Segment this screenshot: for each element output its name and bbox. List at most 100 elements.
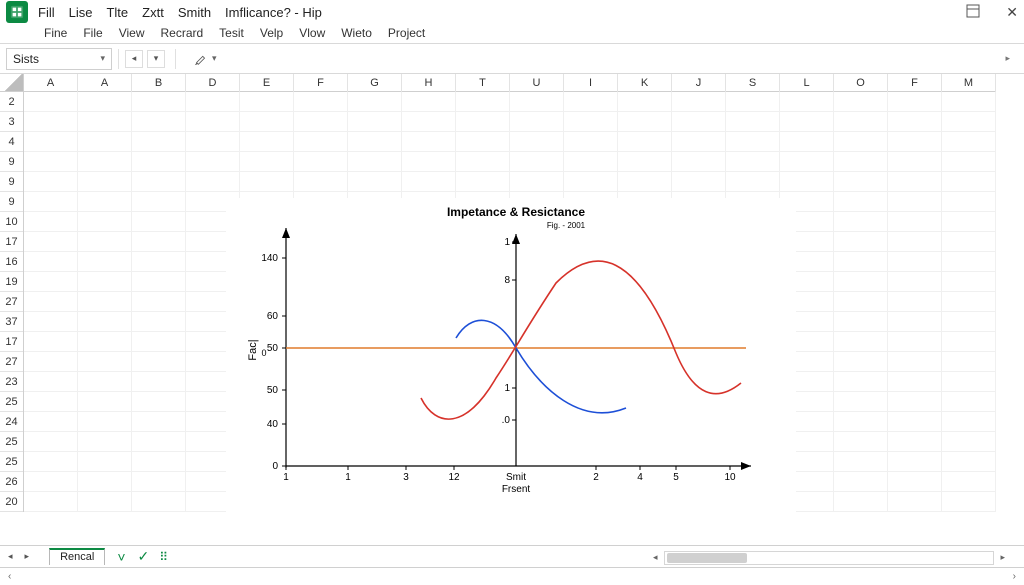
cell[interactable]: [834, 92, 888, 112]
cell[interactable]: [834, 412, 888, 432]
cell[interactable]: [726, 92, 780, 112]
cell[interactable]: [240, 172, 294, 192]
cell[interactable]: [510, 172, 564, 192]
cell[interactable]: [132, 312, 186, 332]
cell[interactable]: [132, 152, 186, 172]
cell[interactable]: [132, 172, 186, 192]
row-header[interactable]: 4: [0, 132, 23, 152]
cell[interactable]: [780, 112, 834, 132]
format-painter-icon[interactable]: ▾: [194, 52, 217, 66]
menu-item[interactable]: Recrard: [160, 26, 203, 40]
cell[interactable]: [942, 452, 996, 472]
app-icon[interactable]: [6, 1, 28, 23]
cell[interactable]: [24, 352, 78, 372]
column-header[interactable]: J: [672, 74, 726, 92]
add-sheet-icon[interactable]: ✓: [138, 548, 150, 565]
row-header[interactable]: 9: [0, 192, 23, 212]
ribbon-toggle-icon[interactable]: [966, 4, 980, 21]
cell[interactable]: [942, 392, 996, 412]
cell[interactable]: [942, 412, 996, 432]
cell[interactable]: [834, 432, 888, 452]
cell[interactable]: [186, 132, 240, 152]
name-box[interactable]: Sists ▾: [6, 48, 112, 70]
cell[interactable]: [618, 92, 672, 112]
column-header[interactable]: U: [510, 74, 564, 92]
cell[interactable]: [834, 492, 888, 512]
cell[interactable]: [132, 112, 186, 132]
cell[interactable]: [24, 232, 78, 252]
cell[interactable]: [78, 492, 132, 512]
cell[interactable]: [888, 112, 942, 132]
menu-item[interactable]: View: [119, 26, 145, 40]
row-header[interactable]: 20: [0, 492, 23, 512]
cell[interactable]: [456, 112, 510, 132]
cell[interactable]: [780, 172, 834, 192]
cell[interactable]: [942, 252, 996, 272]
cell[interactable]: [888, 472, 942, 492]
cell[interactable]: [456, 152, 510, 172]
cell[interactable]: [834, 312, 888, 332]
cell[interactable]: [888, 312, 942, 332]
row-header[interactable]: 27: [0, 292, 23, 312]
title-tab[interactable]: Fill: [38, 5, 55, 20]
cell[interactable]: [348, 92, 402, 112]
chart-object[interactable]: Impetance & Resictance Fig. - 2001 14060…: [226, 198, 796, 518]
cell[interactable]: [780, 152, 834, 172]
cell[interactable]: [78, 152, 132, 172]
row-header[interactable]: 19: [0, 272, 23, 292]
cell[interactable]: [726, 112, 780, 132]
column-header[interactable]: H: [402, 74, 456, 92]
cell[interactable]: [24, 172, 78, 192]
title-tab[interactable]: Zxtt: [142, 5, 164, 20]
cell[interactable]: [942, 232, 996, 252]
cell[interactable]: [834, 372, 888, 392]
cell[interactable]: [132, 472, 186, 492]
sheet-grip-icon[interactable]: ⠿: [159, 550, 166, 564]
cell[interactable]: [834, 212, 888, 232]
cell[interactable]: [132, 492, 186, 512]
cell[interactable]: [132, 392, 186, 412]
row-header[interactable]: 37: [0, 312, 23, 332]
cell[interactable]: [564, 112, 618, 132]
cell[interactable]: [942, 352, 996, 372]
cell[interactable]: [888, 352, 942, 372]
row-header[interactable]: 27: [0, 352, 23, 372]
cell[interactable]: [672, 152, 726, 172]
cell[interactable]: [240, 92, 294, 112]
cell[interactable]: [510, 92, 564, 112]
cell[interactable]: [564, 92, 618, 112]
row-header[interactable]: 25: [0, 432, 23, 452]
column-header[interactable]: A: [24, 74, 78, 92]
scroll-left-icon[interactable]: ◂: [653, 552, 658, 563]
row-header[interactable]: 17: [0, 332, 23, 352]
cell[interactable]: [186, 172, 240, 192]
cell[interactable]: [618, 112, 672, 132]
cell[interactable]: [942, 312, 996, 332]
dropdown-button[interactable]: ▾: [147, 50, 165, 68]
cell[interactable]: [132, 372, 186, 392]
column-header[interactable]: A: [78, 74, 132, 92]
cell[interactable]: [402, 172, 456, 192]
cell[interactable]: [24, 192, 78, 212]
cell[interactable]: [24, 252, 78, 272]
cell[interactable]: [132, 192, 186, 212]
cell[interactable]: [24, 472, 78, 492]
cell[interactable]: [834, 332, 888, 352]
chevron-down-icon[interactable]: ▾: [100, 53, 105, 64]
status-right-icon[interactable]: ›: [1013, 571, 1016, 582]
cell[interactable]: [834, 112, 888, 132]
cell[interactable]: [24, 132, 78, 152]
cell[interactable]: [24, 432, 78, 452]
cell[interactable]: [78, 192, 132, 212]
sheet-tab[interactable]: Rencal: [49, 548, 105, 565]
scroll-right-icon[interactable]: ▸: [1000, 552, 1005, 563]
menu-item[interactable]: Fine: [44, 26, 67, 40]
status-left-icon[interactable]: ‹: [8, 571, 11, 582]
row-header[interactable]: 24: [0, 412, 23, 432]
menu-item[interactable]: Vlow: [299, 26, 325, 40]
cell[interactable]: [24, 332, 78, 352]
cell[interactable]: [186, 92, 240, 112]
cell[interactable]: [78, 252, 132, 272]
cell[interactable]: [834, 272, 888, 292]
column-header[interactable]: K: [618, 74, 672, 92]
